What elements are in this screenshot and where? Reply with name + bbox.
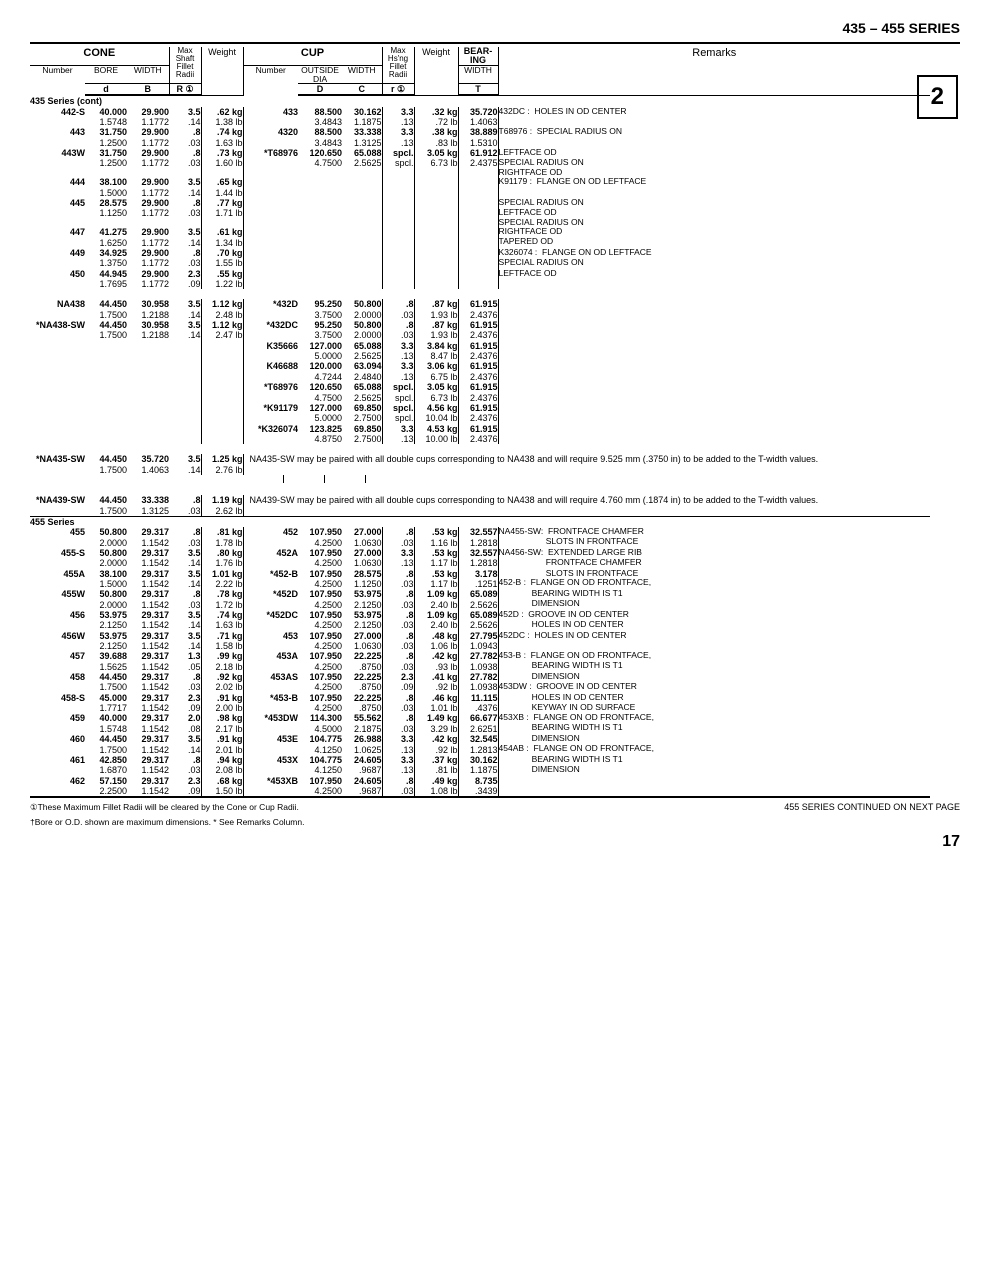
chapter-number: 2	[917, 75, 958, 119]
table-row: 44934.9251.375029.9001.1772.8.03.70 kg1.…	[30, 248, 930, 269]
footnote-2: †Bore or O.D. shown are maximum dimensio…	[30, 817, 960, 827]
table-row: 456W53.9752.125029.3171.15423.5.14.71 kg…	[30, 631, 930, 652]
hdr-bearing: BEAR-ING	[458, 47, 498, 66]
note-na439: NA439-SW may be paired with all double c…	[243, 495, 930, 516]
bearing-table: CONE MaxShaftFilletRadii Weight CUP MaxH…	[30, 47, 930, 798]
table-row: 46142.8501.687029.3171.1542.8.03.94 kg2.…	[30, 755, 930, 776]
table-row: 44331.7501.250029.9001.1772.8.03.74 kg1.…	[30, 127, 930, 148]
table-row: 442-S40.0001.574829.9001.17723.5.14.62 k…	[30, 107, 930, 128]
hdr-number1: Number	[30, 66, 85, 96]
table-row: 45844.4501.750029.3171.1542.8.03.92 kg2.…	[30, 672, 930, 693]
hdr-maxhsng: MaxHs'ngFilletRadii	[382, 47, 414, 84]
series-header: 435 – 455 SERIES	[30, 20, 960, 36]
table-row: *K326074123.8254.875069.8502.75003.3.134…	[30, 424, 930, 445]
rows-na438: NA43844.4501.750030.9581.21883.5.141.12 …	[30, 299, 930, 444]
hdr-width1: WIDTH	[127, 66, 169, 84]
hdr-cone: CONE	[30, 47, 169, 66]
table-row: 44741.2751.625029.9001.17723.5.14.61 kg1…	[30, 227, 930, 248]
table-row: 443W31.7501.250029.9001.1772.8.03.73 kg1…	[30, 148, 930, 177]
hdr-B: B	[127, 84, 169, 96]
table-row: 45940.0001.574829.3171.15422.0.08.98 kg2…	[30, 713, 930, 734]
hdr-weight2: Weight	[414, 47, 458, 95]
row-na439sw: *NA439-SW 44.4501.7500 33.3381.3125 .8.0…	[30, 495, 930, 516]
table-row: 455-S50.8002.000029.3171.15423.5.14.80 k…	[30, 548, 930, 569]
table-row: K46688120.0004.724463.0942.48403.3.133.0…	[30, 361, 930, 382]
hdr-d: d	[85, 84, 127, 96]
hdr-T: T	[458, 84, 498, 96]
hdr-width3: WIDTH	[458, 66, 498, 84]
row-na435sw: *NA435-SW 44.4501.7500 35.7201.4063 3.5.…	[30, 454, 930, 475]
table-row: 455A38.1001.500029.3171.15423.5.141.01 k…	[30, 569, 930, 590]
table-row: *T68976120.6504.750065.0882.5625spcl.spc…	[30, 382, 930, 403]
table-row: 45739.6881.562529.3171.15421.3.05.99 kg2…	[30, 651, 930, 672]
section-455: 455 Series	[30, 516, 930, 527]
hdr-R: R ①	[169, 84, 201, 96]
hdr-width2: WIDTH	[342, 66, 382, 84]
table-row: 44438.1001.500029.9001.17723.5.14.65 kg1…	[30, 177, 930, 198]
table-row: *K91179127.0005.000069.8502.7500spcl.spc…	[30, 403, 930, 424]
hdr-bore: BORE	[85, 66, 127, 84]
header-row-1: CONE MaxShaftFilletRadii Weight CUP MaxH…	[30, 47, 930, 66]
hdr-maxshaft: MaxShaftFilletRadii	[169, 47, 201, 84]
note-na435: NA435-SW may be paired with all double c…	[243, 454, 930, 475]
rows-435: 442-S40.0001.574829.9001.17723.5.14.62 k…	[30, 107, 930, 290]
table-row: 458-S45.0001.771729.3171.15422.3.09.91 k…	[30, 693, 930, 714]
hdr-C: C	[342, 84, 382, 96]
hdr-remarks: Remarks	[498, 47, 930, 95]
table-row: 45044.9451.769529.9001.17722.3.09.55 kg1…	[30, 269, 930, 290]
section-435: 435 Series (cont)	[30, 95, 930, 106]
table-row: 46257.1502.250029.3171.15422.3.09.68 kg1…	[30, 776, 930, 798]
table-row: 45550.8002.000029.3171.1542.8.03.81 kg1.…	[30, 527, 930, 548]
table-row: 455W50.8002.000029.3171.1542.8.03.78 kg1…	[30, 589, 930, 610]
table-row: NA43844.4501.750030.9581.21883.5.141.12 …	[30, 299, 930, 320]
continued-note: 455 SERIES CONTINUED ON NEXT PAGE	[784, 802, 960, 812]
table-row: 44528.5751.125029.9001.1772.8.03.77 kg1.…	[30, 198, 930, 227]
page-wrapper: 435 – 455 SERIES 2 CONE MaxShaftFilletRa…	[30, 20, 960, 851]
hdr-od: OUTSIDEDIA	[298, 66, 342, 84]
rows-455: 45550.8002.000029.3171.1542.8.03.81 kg1.…	[30, 527, 930, 797]
hdr-cup: CUP	[243, 47, 382, 66]
table-row: 46044.4501.750029.3171.15423.5.14.91 kg2…	[30, 734, 930, 755]
rule	[30, 42, 960, 44]
table-row: *NA438-SW44.4501.750030.9581.21883.5.141…	[30, 320, 930, 341]
hdr-weight1: Weight	[201, 47, 243, 95]
page-number: 17	[30, 833, 960, 851]
footnote-1: ①These Maximum Fillet Radii will be clea…	[30, 802, 299, 813]
table-row: 45653.9752.125029.3171.15423.5.14.74 kg1…	[30, 610, 930, 631]
hdr-D: D	[298, 84, 342, 96]
hdr-number2: Number	[243, 66, 298, 96]
table-row: K35666127.0005.000065.0882.56253.3.133.8…	[30, 341, 930, 362]
hdr-r: r ①	[382, 84, 414, 96]
